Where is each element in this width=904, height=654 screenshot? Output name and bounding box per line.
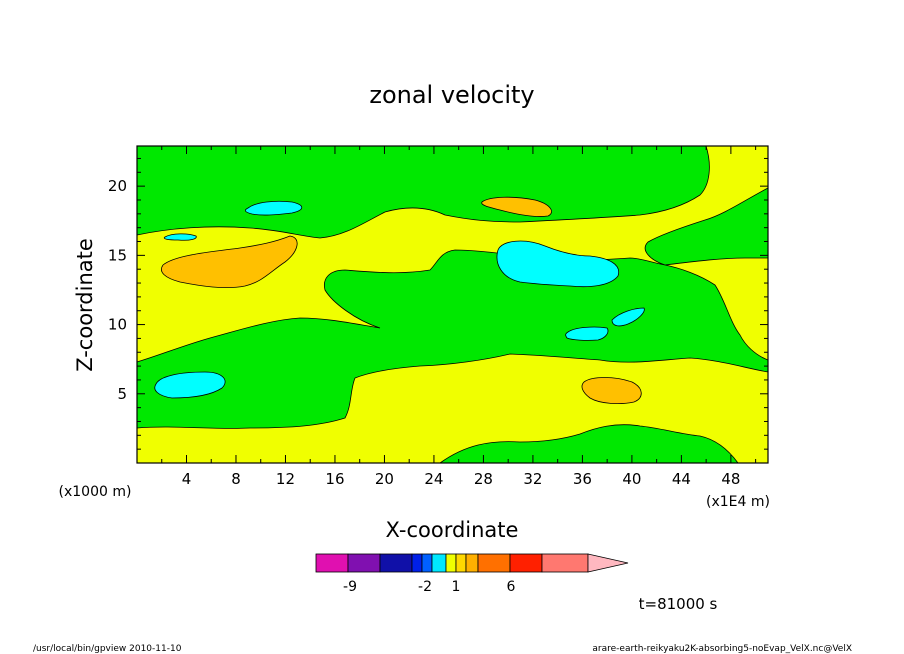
footer-right: arare-earth-reikyaku2K-absorbing5-noEvap… bbox=[592, 644, 852, 654]
colorbar bbox=[315, 553, 629, 573]
colorbar-swatch bbox=[541, 553, 589, 573]
colorbar-tick-label: 1 bbox=[452, 579, 461, 595]
colorbar-swatch bbox=[379, 553, 413, 573]
colorbar-swatch bbox=[421, 553, 433, 573]
colorbar-swatch bbox=[347, 553, 381, 573]
colorbar-swatch bbox=[477, 553, 511, 573]
y-axis-label: Z-coordinate bbox=[73, 238, 97, 372]
x-tick-label: 40 bbox=[622, 470, 641, 488]
region-upper-yellow bbox=[136, 145, 769, 363]
region-orange-2 bbox=[481, 196, 552, 217]
x-tick-label: 36 bbox=[573, 470, 592, 488]
y-tick-label: 20 bbox=[108, 177, 127, 195]
footer-left: /usr/local/bin/gpview 2010-11-10 bbox=[33, 644, 182, 654]
y-tick-label: 10 bbox=[108, 316, 127, 334]
y-tick-label: 15 bbox=[108, 246, 127, 264]
colorbar-swatch bbox=[509, 553, 543, 573]
x-tick-label: 28 bbox=[474, 470, 493, 488]
x-axis-ticks: 4 8 12 16 20 24 28 32 36 40 44 48 bbox=[161, 146, 757, 488]
z-units-label: (x1000 m) bbox=[59, 484, 132, 500]
region-cyan-5 bbox=[565, 326, 609, 341]
x-tick-label: 16 bbox=[325, 470, 344, 488]
x-axis-label: X-coordinate bbox=[386, 518, 519, 542]
colorbar-tick-label: -2 bbox=[418, 579, 432, 595]
region-orange-1 bbox=[161, 235, 298, 289]
x-tick-label: 12 bbox=[276, 470, 295, 488]
plot-frame bbox=[136, 145, 769, 464]
region-cyan-6 bbox=[611, 307, 645, 327]
x-tick-label: 8 bbox=[231, 470, 241, 488]
plot-area bbox=[136, 145, 769, 464]
time-label: t=81000 s bbox=[639, 595, 718, 613]
colorbar-arrow bbox=[587, 553, 629, 573]
chart-title: zonal velocity bbox=[369, 81, 534, 109]
x-tick-label: 24 bbox=[424, 470, 443, 488]
x-tick-label: 48 bbox=[721, 470, 740, 488]
x-tick-label: 32 bbox=[523, 470, 542, 488]
y-axis-ticks: 5 10 15 20 bbox=[108, 157, 768, 450]
x-units-label: (x1E4 m) bbox=[706, 494, 770, 510]
region-cyan-4 bbox=[154, 371, 226, 399]
y-tick-label: 5 bbox=[117, 385, 127, 403]
colorbar-swatch bbox=[465, 553, 479, 573]
colorbar-swatch bbox=[431, 553, 447, 573]
colorbar-swatch bbox=[411, 553, 423, 573]
colorbar-swatch bbox=[445, 553, 457, 573]
region-cyan-2 bbox=[245, 200, 303, 216]
x-tick-label: 44 bbox=[672, 470, 691, 488]
region-cyan-1 bbox=[496, 240, 620, 288]
colorbar-swatch bbox=[315, 553, 349, 573]
region-cyan-3 bbox=[163, 233, 197, 241]
colorbar-tick-label: 6 bbox=[507, 579, 516, 595]
colorbar-labels: -9 -2 1 6 bbox=[343, 579, 516, 595]
region-orange-3 bbox=[581, 377, 642, 405]
colorbar-swatch bbox=[455, 553, 467, 573]
x-tick-label: 20 bbox=[375, 470, 394, 488]
x-tick-label: 4 bbox=[182, 470, 192, 488]
colorbar-tick-label: -9 bbox=[343, 579, 357, 595]
